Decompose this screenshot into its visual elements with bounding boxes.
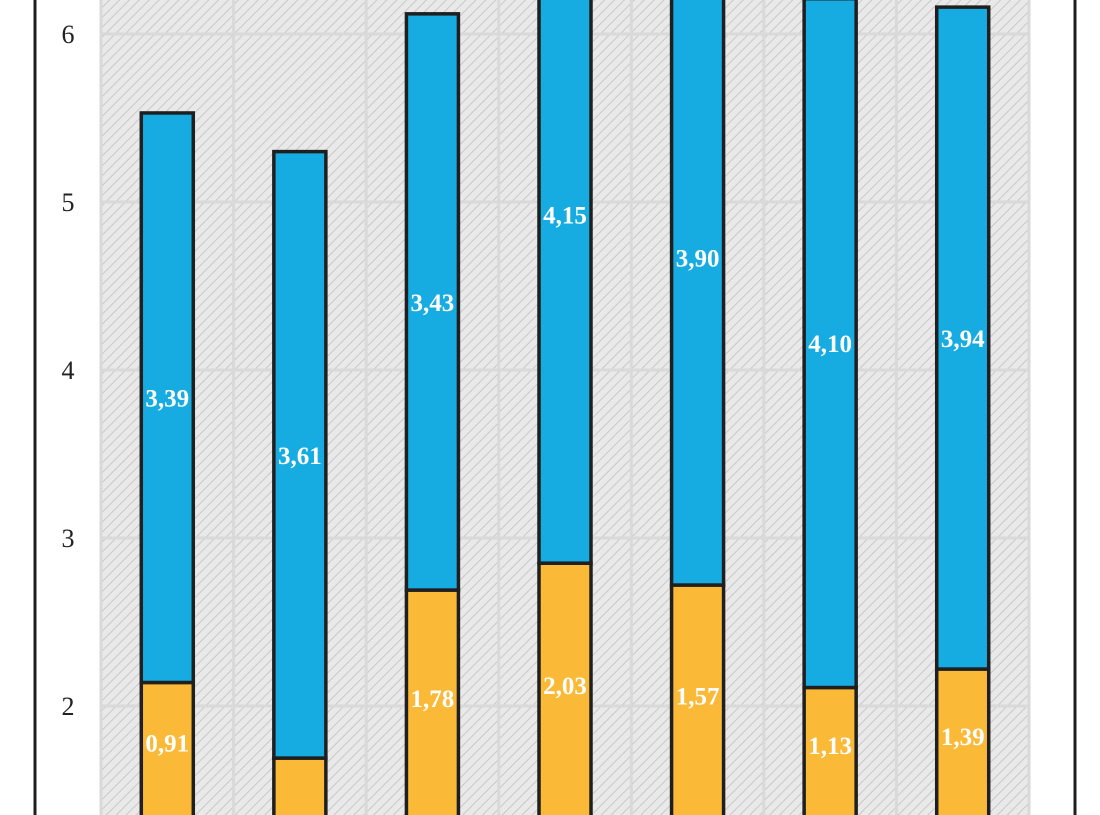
data-label-top: 3,90 (676, 245, 720, 272)
bar-segment-top (802, 0, 858, 690)
bars (139, 0, 991, 815)
data-label-bottom: 1,57 (676, 684, 720, 711)
bar-segment-bottom (802, 685, 858, 815)
data-label-top: 3,61 (278, 443, 322, 470)
y-tick-label: 2 (62, 692, 75, 721)
data-labels: 3,39 0,91 3,61 3,43 1,78 4,15 2,03 3,90 1,57 4,10… (145, 203, 985, 760)
bar-segment-top (537, 0, 593, 565)
data-label-top: 4,15 (543, 203, 587, 230)
data-label-bottom: 0,91 (145, 730, 189, 757)
data-label-top: 3,39 (145, 386, 189, 413)
data-label-bottom: 1,78 (411, 686, 455, 713)
bar-segment-top (934, 5, 991, 671)
data-label-top: 4,10 (808, 331, 852, 358)
bar-segment-bottom (934, 667, 991, 815)
chart-frame (33, 0, 1077, 815)
bar-segment-bottom (272, 756, 328, 815)
data-label-bottom: 1,13 (808, 733, 852, 760)
data-label-top: 3,94 (941, 326, 985, 353)
bar-segment-bottom (404, 588, 461, 815)
data-label-bottom: 2,03 (543, 673, 587, 700)
bar-segment-top (139, 111, 196, 685)
bar-segment-bottom (669, 583, 726, 815)
y-tick-label: 4 (62, 356, 75, 385)
y-axis-tick-labels: 2 3 4 5 6 (62, 20, 75, 721)
y-tick-label: 5 (62, 188, 75, 217)
y-tick-label: 6 (62, 20, 75, 49)
bar-segment-top (404, 12, 461, 592)
data-label-top: 3,43 (411, 290, 455, 317)
bar-segment-top (669, 0, 726, 587)
bar-segment-top (272, 149, 328, 760)
data-label-bottom: 1,39 (941, 724, 985, 751)
y-tick-label: 3 (62, 524, 75, 553)
